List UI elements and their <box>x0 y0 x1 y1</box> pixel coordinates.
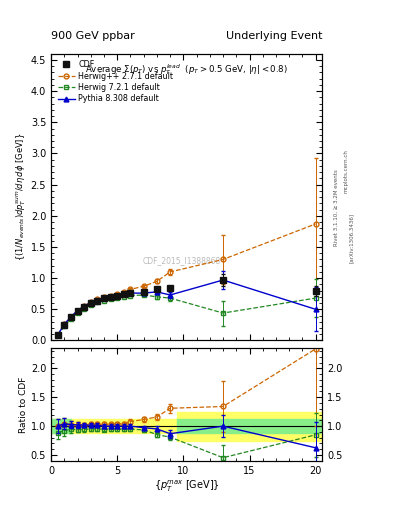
Text: Underlying Event: Underlying Event <box>226 31 322 41</box>
Text: mcplots.cern.ch: mcplots.cern.ch <box>343 150 348 194</box>
Text: Average $\Sigma(p_T)$ vs $p_T^{lead}$  ($p_T > 0.5$ GeV, $|\eta| < 0.8$): Average $\Sigma(p_T)$ vs $p_T^{lead}$ ($… <box>85 62 288 77</box>
Text: Rivet 3.1.10, ≥ 3.2M events: Rivet 3.1.10, ≥ 3.2M events <box>334 169 338 246</box>
Legend: CDF, Herwig++ 2.7.1 default, Herwig 7.2.1 default, Pythia 8.308 default: CDF, Herwig++ 2.7.1 default, Herwig 7.2.… <box>55 58 176 106</box>
X-axis label: $\{p_T^{max}$ [GeV]$\}$: $\{p_T^{max}$ [GeV]$\}$ <box>154 478 220 494</box>
Text: [arXiv:1306.3436]: [arXiv:1306.3436] <box>349 213 354 263</box>
Text: CDF_2015_I1388868: CDF_2015_I1388868 <box>142 255 220 265</box>
Y-axis label: Ratio to CDF: Ratio to CDF <box>19 376 28 433</box>
Y-axis label: $\{(1/N_{events}) dp_T^{sum}/d\eta\, d\phi$ [GeV]$\}$: $\{(1/N_{events}) dp_T^{sum}/d\eta\, d\p… <box>15 133 28 262</box>
Text: 900 GeV ppbar: 900 GeV ppbar <box>51 31 135 41</box>
